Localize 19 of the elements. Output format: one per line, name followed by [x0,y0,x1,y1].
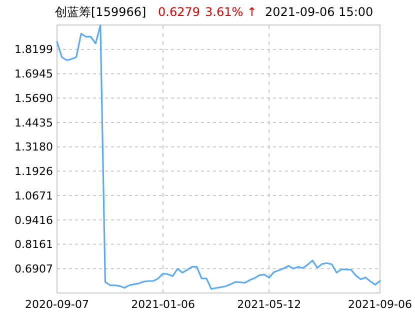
text: 3.61% ↑ [205,5,257,19]
y-tick-label: 1.3180 [14,140,53,154]
text: 2021-09-06 15:00 [265,5,374,19]
y-tick-label: 1.5690 [14,92,53,105]
y-tick-label: 1.1926 [14,165,53,178]
y-tick-label: 0.6907 [14,262,53,276]
y-tick-label: 1.4435 [14,116,53,130]
line-series [56,24,381,290]
y-tick-label: 1.8199 [14,43,53,56]
x-tick-label: 2021-05-12 [237,298,302,311]
y-tick-label: 0.8161 [14,238,53,252]
y-tick-label: 0.9416 [14,214,53,227]
x-tick-label: 2021-01-06 [131,298,196,311]
text: 0.6279 [158,5,200,19]
x-tick-label: 2021-09-06 [348,298,412,311]
chart-title: 创蓝筹[159966] [55,5,146,19]
y-tick-label: 1.0671 [14,189,53,202]
x-tick-label: 2020-09-07 [25,298,89,311]
y-tick-label: 1.6945 [14,68,53,81]
